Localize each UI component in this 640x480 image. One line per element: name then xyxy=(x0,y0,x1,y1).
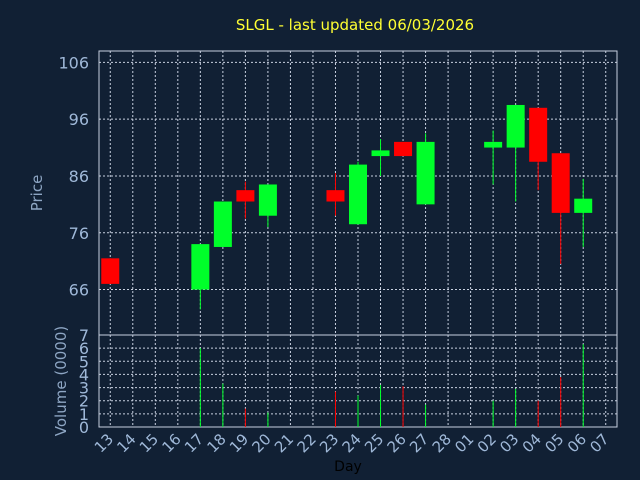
candle-body xyxy=(371,150,390,157)
price-tick-labels: 66 76 86 96 106 xyxy=(58,53,89,299)
volume-tick-label: 5 xyxy=(79,352,89,371)
volume-tick-label: 7 xyxy=(79,326,89,345)
x-tick-labels: 1314151617181920212223242526272801020304… xyxy=(91,430,613,456)
x-tick-label: 07 xyxy=(586,430,612,456)
volume-axis-label: Volume (0000) xyxy=(52,326,70,436)
price-tick-label: 106 xyxy=(58,53,89,72)
candle-body xyxy=(484,141,503,148)
candle-body xyxy=(529,107,548,162)
candle-body xyxy=(191,244,210,290)
volume-tick-label: 4 xyxy=(79,365,89,384)
volume-tick-label: 1 xyxy=(79,405,89,424)
price-tick-label: 86 xyxy=(69,167,89,186)
price-tick-label: 76 xyxy=(69,224,89,243)
price-tick-label: 96 xyxy=(69,110,89,129)
candle-body xyxy=(574,198,593,213)
price-tick-label: 66 xyxy=(69,281,89,300)
volume-tick-label: 2 xyxy=(79,392,89,411)
candles xyxy=(101,104,593,310)
candle-body xyxy=(551,153,570,213)
candle-body xyxy=(326,190,345,202)
candle-body xyxy=(258,184,277,216)
candle-body xyxy=(349,164,367,225)
volume-tick-label: 0 xyxy=(79,418,89,437)
candle-body xyxy=(101,258,120,284)
candle-body xyxy=(213,201,232,247)
candle-body xyxy=(236,190,255,202)
candle-body xyxy=(394,141,413,157)
x-axis-label: Day xyxy=(334,459,362,475)
volume-tick-label: 3 xyxy=(79,379,89,398)
candle-body xyxy=(506,104,525,148)
volume-bars xyxy=(199,344,584,427)
volume-tick-label: 6 xyxy=(79,339,89,358)
candle-body xyxy=(416,141,435,205)
price-axis-label: Price xyxy=(28,175,46,212)
chart-title: SLGL - last updated 06/03/2026 xyxy=(236,16,474,34)
